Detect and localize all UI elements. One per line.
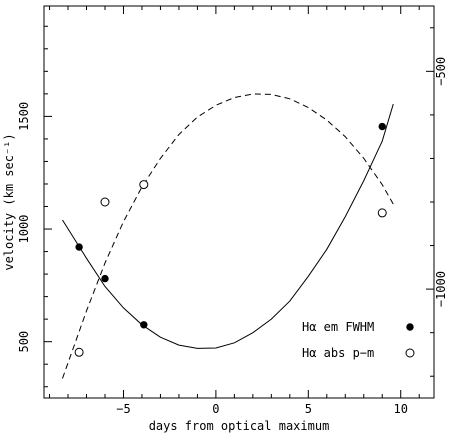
abs-pm-fit-curve	[62, 93, 394, 379]
right-y-tick-label: −1000	[434, 271, 448, 307]
x-tick-label: 10	[394, 402, 408, 416]
x-axis-label: days from optical maximum	[149, 419, 330, 433]
em-fwhm-point	[75, 243, 83, 251]
y-axis-label: velocity (km sec⁻¹)	[2, 133, 16, 270]
abs-pm-point	[74, 347, 84, 357]
abs-pm-point	[377, 208, 387, 218]
x-tick-label: 0	[212, 402, 219, 416]
abs-pm-point	[139, 180, 149, 190]
legend-label-abs-pm: Hα abs p−m	[302, 346, 374, 360]
legend-marker-open	[405, 348, 415, 358]
y-tick-label: 1000	[17, 215, 31, 244]
y-tick-label: 500	[17, 331, 31, 353]
em-fwhm-fit-curve	[62, 103, 394, 349]
legend-label-em-fwhm: Hα em FWHM	[302, 320, 374, 334]
em-fwhm-point	[101, 274, 109, 283]
y-tick-label: 1500	[17, 102, 31, 131]
abs-pm-point	[100, 197, 110, 207]
x-tick-label: −5	[116, 402, 130, 416]
em-fwhm-point	[140, 321, 148, 329]
legend-marker-filled	[406, 323, 414, 331]
x-tick-label: 5	[305, 402, 312, 416]
right-y-tick-label: −500	[434, 57, 448, 86]
em-fwhm-point	[378, 122, 386, 131]
